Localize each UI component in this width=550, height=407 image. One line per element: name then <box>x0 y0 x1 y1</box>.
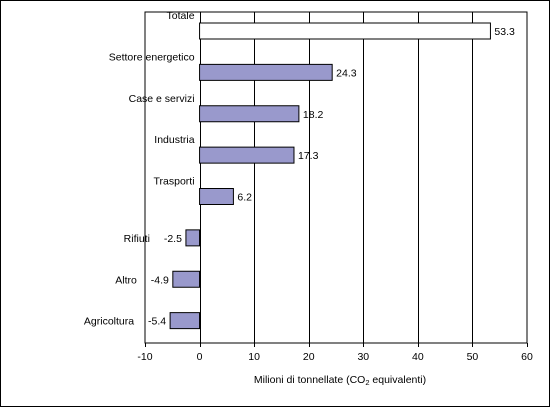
x-tick-label: -10 <box>137 351 152 363</box>
x-axis-label-subscript: 2 <box>365 378 370 387</box>
data-label: -4.9 <box>151 274 169 286</box>
data-label: -5.4 <box>148 316 166 328</box>
category-label: Case e servizi <box>129 93 195 105</box>
category-label: Trasporti <box>154 176 195 188</box>
data-label: -2.5 <box>164 233 182 245</box>
data-label: 53.3 <box>494 26 515 38</box>
x-tick-label: 20 <box>303 351 315 363</box>
x-axis-label-tail: equivalenti) <box>369 374 427 386</box>
x-tick-label: 40 <box>412 351 424 363</box>
x-tick-label: 30 <box>357 351 369 363</box>
x-axis-label: Milioni di tonnellate (CO2 equivalenti) <box>200 374 480 386</box>
data-label: 18.2 <box>303 109 324 121</box>
bar <box>169 312 201 330</box>
data-label: 6.2 <box>237 192 252 204</box>
bar <box>185 229 201 247</box>
category-label: Altro <box>115 274 137 286</box>
data-label: 17.3 <box>298 150 319 162</box>
bar <box>199 146 295 164</box>
x-tick-labels: -10 0 10 20 30 40 50 60 <box>137 351 533 363</box>
bar <box>199 188 234 205</box>
bar <box>199 22 491 40</box>
x-tick-label: 0 <box>197 351 203 363</box>
bar <box>199 105 300 123</box>
plot-area <box>144 11 528 344</box>
x-axis-ticks <box>145 343 528 347</box>
x-axis-label-main: Milioni di tonnellate (CO <box>253 374 366 386</box>
category-label: Agricoltura <box>84 316 134 328</box>
bar <box>199 63 333 81</box>
data-labels: 53.3 24.3 18.2 17.3 6.2 -2.5 -4.9 -5.4 <box>148 26 515 328</box>
x-tick-label: 10 <box>248 351 260 363</box>
x-tick-label: 60 <box>521 351 533 363</box>
category-label: Settore energetico <box>109 51 195 63</box>
data-label: 24.3 <box>336 67 357 79</box>
category-label: Totale <box>167 10 195 22</box>
bars <box>169 22 491 330</box>
category-labels: Totale Settore energetico Case e servizi In… <box>84 10 195 328</box>
category-label: Rifiuti <box>124 233 150 245</box>
x-tick-label: 50 <box>467 351 479 363</box>
bar <box>172 270 201 288</box>
category-label: Industria <box>154 134 194 146</box>
